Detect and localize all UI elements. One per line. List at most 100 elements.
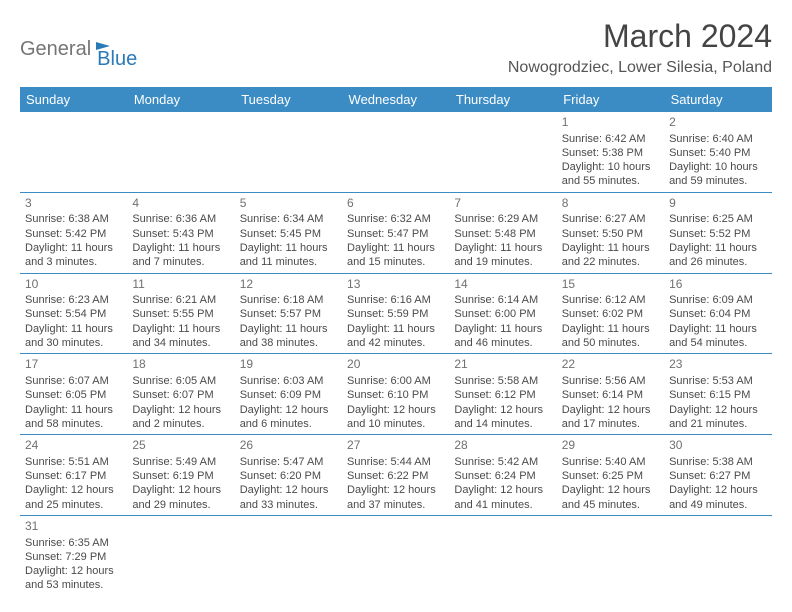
day-number: 30: [669, 438, 766, 454]
sunset-text: Sunset: 5:57 PM: [240, 307, 337, 321]
day-number: 9: [669, 196, 766, 212]
sunrise-text: Sunrise: 5:56 AM: [562, 374, 659, 388]
day-cell: 19Sunrise: 6:03 AMSunset: 6:09 PMDayligh…: [235, 354, 342, 435]
sunset-text: Sunset: 5:52 PM: [669, 227, 766, 241]
empty-cell: [20, 112, 127, 192]
sunset-text: Sunset: 6:27 PM: [669, 469, 766, 483]
day-cell: 7Sunrise: 6:29 AMSunset: 5:48 PMDaylight…: [449, 192, 556, 273]
day-header: Tuesday: [235, 87, 342, 112]
empty-cell: [127, 112, 234, 192]
logo: General Blue: [20, 18, 137, 71]
day-number: 16: [669, 277, 766, 293]
daylight-text: and 59 minutes.: [669, 174, 766, 188]
sunset-text: Sunset: 5:43 PM: [132, 227, 229, 241]
sunrise-text: Sunrise: 6:23 AM: [25, 293, 122, 307]
logo-text-blue: Blue: [97, 48, 137, 71]
day-cell: 13Sunrise: 6:16 AMSunset: 5:59 PMDayligh…: [342, 273, 449, 354]
day-number: 19: [240, 357, 337, 373]
empty-cell: [235, 112, 342, 192]
day-header: Monday: [127, 87, 234, 112]
daylight-text: Daylight: 11 hours: [454, 241, 551, 255]
sunrise-text: Sunrise: 6:29 AM: [454, 212, 551, 226]
day-header: Thursday: [449, 87, 556, 112]
day-number: 20: [347, 357, 444, 373]
daylight-text: and 49 minutes.: [669, 498, 766, 512]
daylight-text: Daylight: 11 hours: [669, 241, 766, 255]
calendar-row: 17Sunrise: 6:07 AMSunset: 6:05 PMDayligh…: [20, 354, 772, 435]
day-number: 27: [347, 438, 444, 454]
day-cell: 11Sunrise: 6:21 AMSunset: 5:55 PMDayligh…: [127, 273, 234, 354]
daylight-text: and 58 minutes.: [25, 417, 122, 431]
sunset-text: Sunset: 6:17 PM: [25, 469, 122, 483]
daylight-text: Daylight: 12 hours: [132, 403, 229, 417]
sunrise-text: Sunrise: 6:07 AM: [25, 374, 122, 388]
daylight-text: and 42 minutes.: [347, 336, 444, 350]
day-number: 29: [562, 438, 659, 454]
sunrise-text: Sunrise: 5:53 AM: [669, 374, 766, 388]
sunset-text: Sunset: 6:07 PM: [132, 388, 229, 402]
day-number: 24: [25, 438, 122, 454]
sunset-text: Sunset: 7:29 PM: [25, 550, 122, 564]
day-cell: 8Sunrise: 6:27 AMSunset: 5:50 PMDaylight…: [557, 192, 664, 273]
daylight-text: Daylight: 11 hours: [25, 322, 122, 336]
empty-cell: [342, 112, 449, 192]
sunset-text: Sunset: 5:47 PM: [347, 227, 444, 241]
day-number: 31: [25, 519, 122, 535]
daylight-text: Daylight: 12 hours: [669, 403, 766, 417]
sunset-text: Sunset: 6:10 PM: [347, 388, 444, 402]
day-cell: 21Sunrise: 5:58 AMSunset: 6:12 PMDayligh…: [449, 354, 556, 435]
daylight-text: Daylight: 11 hours: [347, 322, 444, 336]
daylight-text: and 30 minutes.: [25, 336, 122, 350]
sunset-text: Sunset: 6:22 PM: [347, 469, 444, 483]
empty-cell: [342, 515, 449, 595]
daylight-text: Daylight: 12 hours: [562, 403, 659, 417]
daylight-text: and 33 minutes.: [240, 498, 337, 512]
daylight-text: and 34 minutes.: [132, 336, 229, 350]
daylight-text: Daylight: 12 hours: [240, 403, 337, 417]
daylight-text: and 55 minutes.: [562, 174, 659, 188]
empty-cell: [235, 515, 342, 595]
sunrise-text: Sunrise: 6:36 AM: [132, 212, 229, 226]
day-cell: 23Sunrise: 5:53 AMSunset: 6:15 PMDayligh…: [664, 354, 771, 435]
day-cell: 31Sunrise: 6:35 AMSunset: 7:29 PMDayligh…: [20, 515, 127, 595]
daylight-text: and 21 minutes.: [669, 417, 766, 431]
daylight-text: and 25 minutes.: [25, 498, 122, 512]
day-cell: 6Sunrise: 6:32 AMSunset: 5:47 PMDaylight…: [342, 192, 449, 273]
daylight-text: Daylight: 12 hours: [240, 483, 337, 497]
day-cell: 18Sunrise: 6:05 AMSunset: 6:07 PMDayligh…: [127, 354, 234, 435]
daylight-text: and 10 minutes.: [347, 417, 444, 431]
sunset-text: Sunset: 5:55 PM: [132, 307, 229, 321]
title-block: March 2024 Nowogrodziec, Lower Silesia, …: [508, 18, 772, 77]
day-number: 13: [347, 277, 444, 293]
daylight-text: Daylight: 11 hours: [454, 322, 551, 336]
daylight-text: and 50 minutes.: [562, 336, 659, 350]
sunrise-text: Sunrise: 6:12 AM: [562, 293, 659, 307]
calendar-row: 3Sunrise: 6:38 AMSunset: 5:42 PMDaylight…: [20, 192, 772, 273]
daylight-text: Daylight: 12 hours: [25, 483, 122, 497]
sunset-text: Sunset: 6:25 PM: [562, 469, 659, 483]
day-cell: 14Sunrise: 6:14 AMSunset: 6:00 PMDayligh…: [449, 273, 556, 354]
calendar-row: 1Sunrise: 6:42 AMSunset: 5:38 PMDaylight…: [20, 112, 772, 192]
day-cell: 24Sunrise: 5:51 AMSunset: 6:17 PMDayligh…: [20, 435, 127, 516]
sunrise-text: Sunrise: 6:03 AM: [240, 374, 337, 388]
day-number: 8: [562, 196, 659, 212]
day-cell: 16Sunrise: 6:09 AMSunset: 6:04 PMDayligh…: [664, 273, 771, 354]
day-cell: 4Sunrise: 6:36 AMSunset: 5:43 PMDaylight…: [127, 192, 234, 273]
sunset-text: Sunset: 6:20 PM: [240, 469, 337, 483]
sunset-text: Sunset: 5:48 PM: [454, 227, 551, 241]
daylight-text: Daylight: 11 hours: [132, 241, 229, 255]
sunrise-text: Sunrise: 5:38 AM: [669, 455, 766, 469]
day-number: 15: [562, 277, 659, 293]
empty-cell: [127, 515, 234, 595]
empty-cell: [664, 515, 771, 595]
day-cell: 15Sunrise: 6:12 AMSunset: 6:02 PMDayligh…: [557, 273, 664, 354]
day-cell: 20Sunrise: 6:00 AMSunset: 6:10 PMDayligh…: [342, 354, 449, 435]
sunrise-text: Sunrise: 6:16 AM: [347, 293, 444, 307]
sunset-text: Sunset: 5:54 PM: [25, 307, 122, 321]
sunrise-text: Sunrise: 5:49 AM: [132, 455, 229, 469]
day-number: 25: [132, 438, 229, 454]
day-cell: 26Sunrise: 5:47 AMSunset: 6:20 PMDayligh…: [235, 435, 342, 516]
sunrise-text: Sunrise: 6:18 AM: [240, 293, 337, 307]
daylight-text: and 14 minutes.: [454, 417, 551, 431]
day-number: 14: [454, 277, 551, 293]
